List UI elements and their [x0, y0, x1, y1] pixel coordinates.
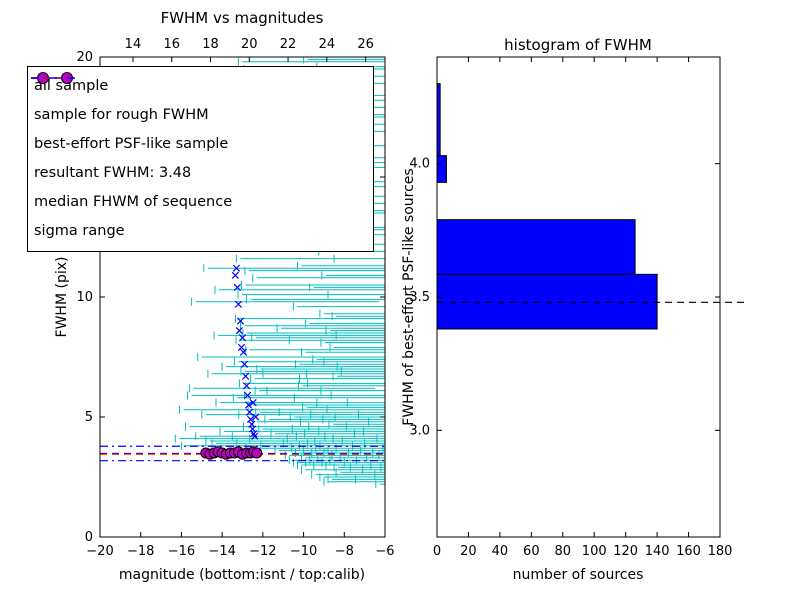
left-plot-ylabel: FWHM (pix): [54, 256, 70, 338]
tick-label: 20: [460, 544, 477, 559]
tick-label: 160: [676, 544, 701, 559]
legend-item: best-effort PSF-like sample: [34, 72, 367, 159]
psf-sample-point: [251, 447, 263, 459]
tick-label: 14: [125, 37, 142, 52]
histogram-bar: [436, 155, 447, 183]
right-plot-ylabel: FWHM of best-effort PSF-like sources: [401, 168, 417, 426]
legend-item-label: sigma range: [34, 223, 125, 240]
tick-label: 10: [76, 290, 93, 305]
tick-label: 4.0: [409, 157, 430, 172]
tick-label: 120: [613, 544, 638, 559]
legend-item-label: median FHWM of sequence: [34, 194, 233, 211]
tick-label: 3.0: [409, 423, 430, 438]
legend-item: resultant FWHM: 3.48: [31, 77, 367, 188]
tick-label: 16: [163, 37, 180, 52]
tick-label: 180: [708, 544, 733, 559]
tick-label: 22: [280, 37, 297, 52]
legend-item-label: all sample: [34, 78, 109, 95]
tick-label: −16: [168, 544, 195, 559]
tick-label: 80: [555, 544, 572, 559]
tick-label: −12: [249, 544, 276, 559]
left-plot-xlabel: magnitude (bottom:isnt / top:calib): [118, 567, 366, 583]
tick-label: 26: [357, 37, 374, 52]
tick-label: 24: [319, 37, 336, 52]
legend-item-label: best-effort PSF-like sample: [34, 136, 229, 153]
tick-label: 3.5: [409, 290, 430, 305]
right-plot-xlabel: number of sources: [512, 567, 644, 583]
tick-label: −6: [375, 544, 394, 559]
tick-label: −10: [290, 544, 317, 559]
tick-label: 20: [241, 37, 258, 52]
tick-label: −14: [208, 544, 235, 559]
tick-label: 100: [582, 544, 607, 559]
legend-item: sample for rough FWHM: [34, 74, 367, 130]
tick-label: 0: [85, 530, 93, 545]
legend-item: median FHWM of sequence: [31, 77, 367, 217]
tick-label: −18: [127, 544, 154, 559]
rough-fwhm-points: [231, 264, 260, 440]
legend-item: all sample: [34, 72, 367, 101]
tick-label: 5: [85, 410, 93, 425]
legend-item-label: sample for rough FWHM: [34, 107, 209, 124]
histogram-bar: [436, 219, 636, 275]
tick-label: 20: [76, 50, 93, 65]
tick-label: 140: [645, 544, 670, 559]
left-plot-data: [100, 57, 385, 489]
tick-label: −8: [335, 544, 354, 559]
tick-label: 18: [202, 37, 219, 52]
legend-line-sample: [31, 77, 79, 79]
tick-label: −20: [86, 544, 113, 559]
histogram-bar: [436, 273, 658, 330]
tick-label: 0: [433, 544, 441, 559]
tick-label: 40: [492, 544, 509, 559]
legend: all sample sample for rough FWHM best-effo…: [27, 66, 374, 252]
legend-item: sigma range: [31, 77, 367, 246]
right-plot-title: histogram of FWHM: [504, 36, 652, 54]
left-plot-title: FWHM vs magnitudes: [160, 9, 324, 27]
tick-label: 60: [523, 544, 540, 559]
legend-item-label: resultant FWHM: 3.48: [34, 165, 192, 182]
